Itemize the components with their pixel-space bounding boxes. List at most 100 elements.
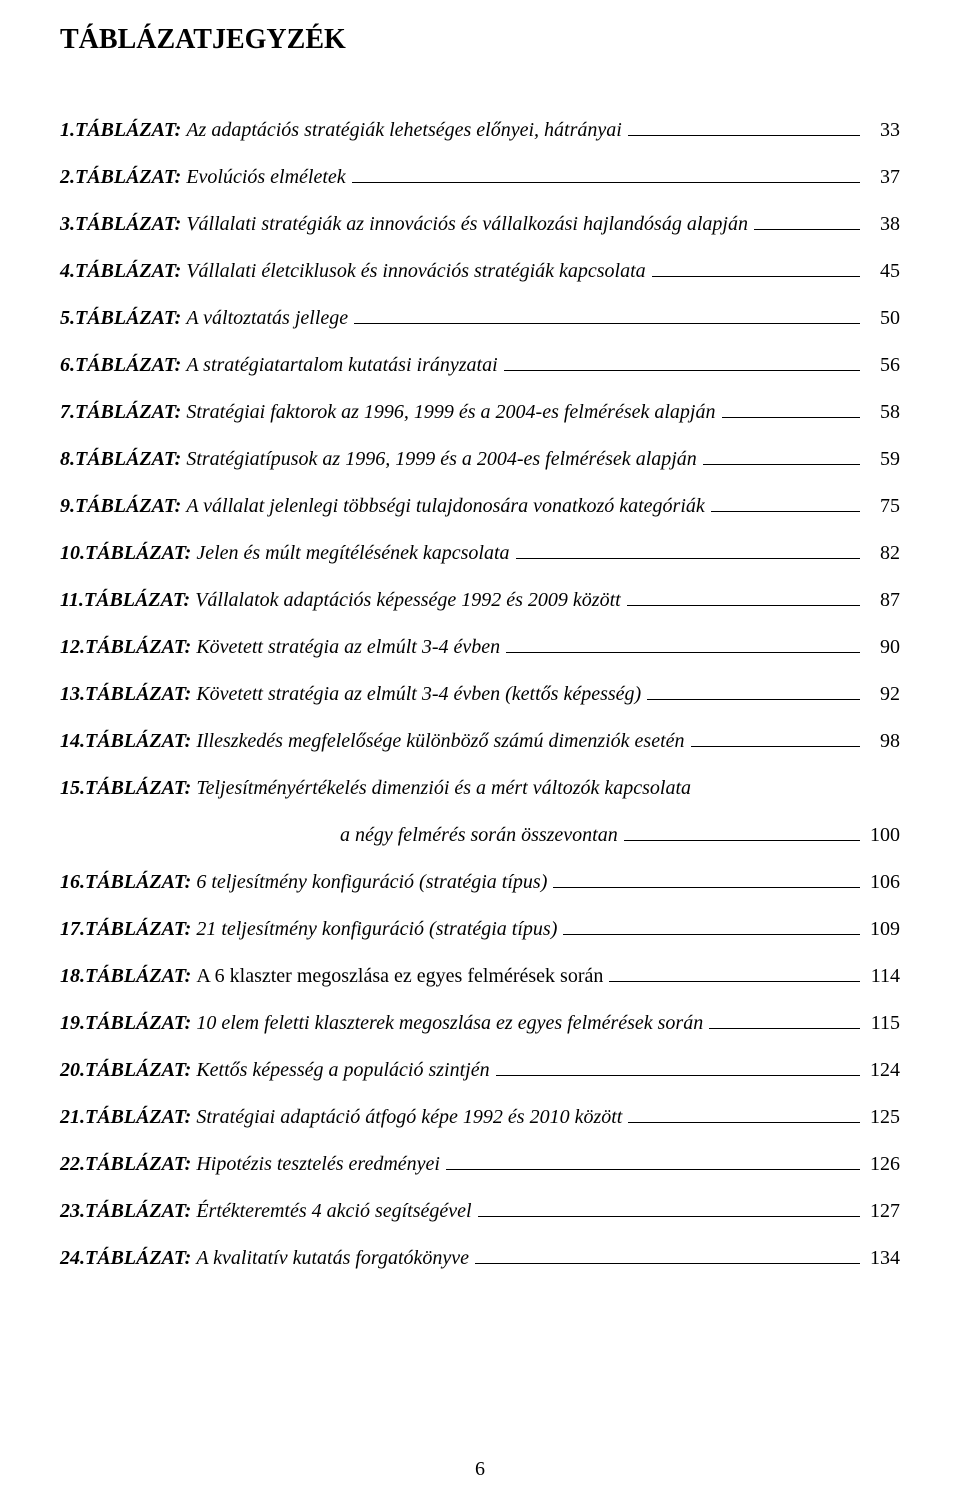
entry-number: 23. [60, 1197, 85, 1226]
entry-title: a négy felmérés során összevontan [60, 821, 618, 850]
page: { "heading": "TÁBLÁZATJEGYZÉK", "label":… [0, 0, 960, 1501]
entry-label: TÁBLÁZAT: [85, 680, 191, 709]
entry-label: TÁBLÁZAT: [85, 1103, 191, 1132]
entry-page: 109 [866, 915, 900, 944]
toc-entry: 18. TÁBLÁZAT: A 6 klaszter megoszlása ez… [60, 962, 900, 991]
entry-page: 98 [866, 727, 900, 756]
entry-label: TÁBLÁZAT: [85, 1150, 191, 1179]
entry-number: 3. [60, 210, 75, 239]
entry-title: Jelen és múlt megítélésének kapcsolata [196, 539, 509, 568]
entry-title: A vállalat jelenlegi többségi tulajdonos… [186, 492, 704, 521]
leader [627, 605, 860, 606]
entry-number: 8. [60, 445, 75, 474]
entry-number: 18. [60, 962, 85, 991]
toc-entry: 20. TÁBLÁZAT: Kettős képesség a populáci… [60, 1056, 900, 1085]
entry-page: 106 [866, 868, 900, 897]
entry-title: 21 teljesítmény konfiguráció (stratégia … [196, 915, 557, 944]
entry-number: 5. [60, 304, 75, 333]
leader [609, 981, 860, 982]
entry-label: TÁBLÁZAT: [85, 1009, 191, 1038]
entry-label: TÁBLÁZAT: [75, 304, 181, 333]
entry-title: Kettős képesség a populáció szintjén [196, 1056, 489, 1085]
leader [711, 511, 860, 512]
entry-number: 14. [60, 727, 85, 756]
entry-title: Teljesítményértékelés dimenziói és a mér… [196, 774, 691, 803]
toc-entry: 3. TÁBLÁZAT: Vállalati stratégiák az inn… [60, 210, 900, 239]
toc-entry: 19. TÁBLÁZAT: 10 elem feletti klaszterek… [60, 1009, 900, 1038]
toc-entry: 2. TÁBLÁZAT: Evolúciós elméletek 37 [60, 163, 900, 192]
toc-entry: 14. TÁBLÁZAT: Illeszkedés megfelelősége … [60, 727, 900, 756]
toc-entry: 11. TÁBLÁZAT: Vállalatok adaptációs képe… [60, 586, 900, 615]
entry-title: 10 elem feletti klaszterek megoszlása ez… [196, 1009, 703, 1038]
leader [352, 182, 860, 183]
page-title: TÁBLÁZATJEGYZÉK [60, 24, 900, 56]
entry-title: Illeszkedés megfelelősége különböző szám… [196, 727, 684, 756]
leader [475, 1263, 860, 1264]
toc-entry: 4. TÁBLÁZAT: Vállalati életciklusok és i… [60, 257, 900, 286]
entry-label: TÁBLÁZAT: [75, 351, 181, 380]
entry-title: A kvalitatív kutatás forgatókönyve [196, 1244, 469, 1273]
entry-label: TÁBLÁZAT: [75, 257, 181, 286]
entry-page: 59 [866, 445, 900, 474]
entry-number: 17. [60, 915, 85, 944]
entry-page: 75 [866, 492, 900, 521]
entry-title: Stratégiai adaptáció átfogó képe 1992 és… [196, 1103, 622, 1132]
entry-label: TÁBLÁZAT: [84, 586, 190, 615]
entry-page: 114 [866, 962, 900, 991]
entry-label: TÁBLÁZAT: [75, 163, 181, 192]
entry-page: 126 [866, 1150, 900, 1179]
entry-title: Értékteremtés 4 akció segítségével [196, 1197, 471, 1226]
entry-number: 12. [60, 633, 85, 662]
leader [516, 558, 860, 559]
leader [628, 135, 860, 136]
leader [722, 417, 861, 418]
entry-number: 16. [60, 868, 85, 897]
entry-page: 58 [866, 398, 900, 427]
entry-title: Vállalatok adaptációs képessége 1992 és … [195, 586, 620, 615]
toc-entry: 7. TÁBLÁZAT: Stratégiai faktorok az 1996… [60, 398, 900, 427]
table-of-contents: 1. TÁBLÁZAT: Az adaptációs stratégiák le… [60, 116, 900, 1273]
entry-number: 20. [60, 1056, 85, 1085]
entry-number: 19. [60, 1009, 85, 1038]
toc-entry: 10. TÁBLÁZAT: Jelen és múlt megítéléséne… [60, 539, 900, 568]
entry-title: Evolúciós elméletek [186, 163, 345, 192]
entry-label: TÁBLÁZAT: [85, 915, 191, 944]
entry-page: 87 [866, 586, 900, 615]
entry-label: TÁBLÁZAT: [85, 1244, 191, 1273]
entry-title: A stratégiatartalom kutatási irányzatai [186, 351, 497, 380]
leader [652, 276, 860, 277]
toc-entry: 15. TÁBLÁZAT: Teljesítményértékelés dime… [60, 774, 900, 803]
toc-entry: 5. TÁBLÁZAT: A változtatás jellege50 [60, 304, 900, 333]
toc-entry: 12. TÁBLÁZAT: Követett stratégia az elmú… [60, 633, 900, 662]
entry-title: Az adaptációs stratégiák lehetséges előn… [186, 116, 621, 145]
entry-page: 45 [866, 257, 900, 286]
leader [754, 229, 860, 230]
entry-page: 125 [866, 1103, 900, 1132]
entry-title: Stratégiai faktorok az 1996, 1999 és a 2… [186, 398, 715, 427]
entry-page: 82 [866, 539, 900, 568]
entry-page: 115 [866, 1009, 900, 1038]
entry-title: Vállalati stratégiák az innovációs és vá… [186, 210, 748, 239]
entry-label: TÁBLÁZAT: [75, 445, 181, 474]
entry-number: 2. [60, 163, 75, 192]
leader [709, 1028, 860, 1029]
entry-page: 38 [866, 210, 900, 239]
leader [496, 1075, 860, 1076]
toc-entry: 17. TÁBLÁZAT: 21 teljesítmény konfigurác… [60, 915, 900, 944]
entry-label: TÁBLÁZAT: [85, 962, 191, 991]
leader [478, 1216, 860, 1217]
entry-page: 127 [866, 1197, 900, 1226]
entry-label: TÁBLÁZAT: [85, 633, 191, 662]
entry-number: 24. [60, 1244, 85, 1273]
toc-entry: 22. TÁBLÁZAT: Hipotézis tesztelés eredmé… [60, 1150, 900, 1179]
entry-label: TÁBLÁZAT: [85, 774, 191, 803]
entry-label: TÁBLÁZAT: [75, 398, 181, 427]
entry-page: 100 [866, 821, 900, 850]
toc-entry: 24. TÁBLÁZAT: A kvalitatív kutatás forga… [60, 1244, 900, 1273]
leader [553, 887, 860, 888]
toc-entry: 6. TÁBLÁZAT: A stratégiatartalom kutatás… [60, 351, 900, 380]
entry-page: 124 [866, 1056, 900, 1085]
entry-label: TÁBLÁZAT: [75, 492, 181, 521]
leader [703, 464, 860, 465]
entry-page: 37 [866, 163, 900, 192]
